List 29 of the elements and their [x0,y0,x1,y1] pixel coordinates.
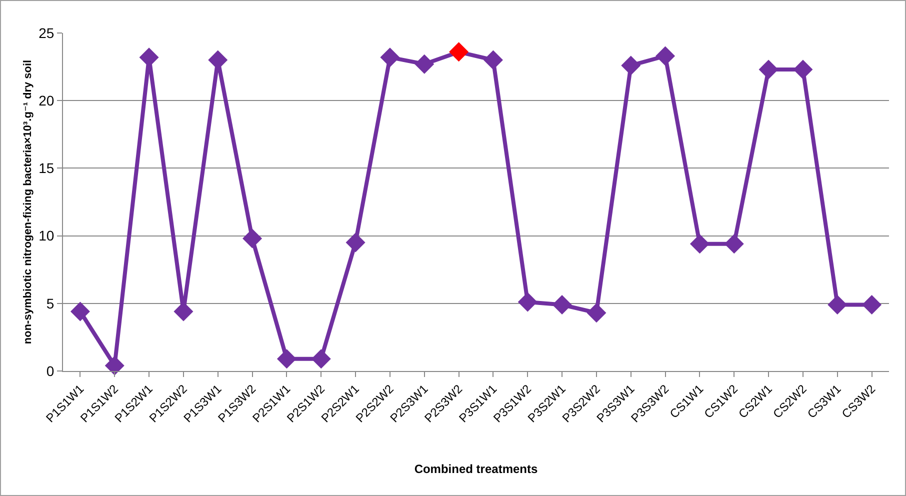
point [518,292,538,312]
point [449,42,469,62]
point [276,349,296,369]
point [311,349,331,369]
point [380,48,400,68]
x-axis-title: Combined treatments [414,462,538,476]
point [70,302,90,322]
point [690,234,710,254]
point [724,234,744,254]
y-tick-label: 5 [46,295,54,312]
point [242,228,262,248]
point [621,56,641,76]
y-tick-label: 20 [38,92,54,108]
point [862,295,882,314]
point [414,54,434,74]
point [656,46,676,66]
point [104,356,124,376]
point [586,303,606,323]
y-axis-title: non-symbiotic nitrogen-fixing bacteria×10³.g⁻¹ dry soil [22,60,34,344]
point [346,232,366,252]
y-tick-label: 25 [38,24,54,41]
point [793,60,813,80]
point [758,60,778,80]
point [828,295,848,314]
point [552,295,572,314]
y-tick-label: 10 [38,228,54,244]
point [483,50,503,70]
y-tick-label: 0 [46,362,54,379]
y-tick-label: 15 [38,160,54,176]
